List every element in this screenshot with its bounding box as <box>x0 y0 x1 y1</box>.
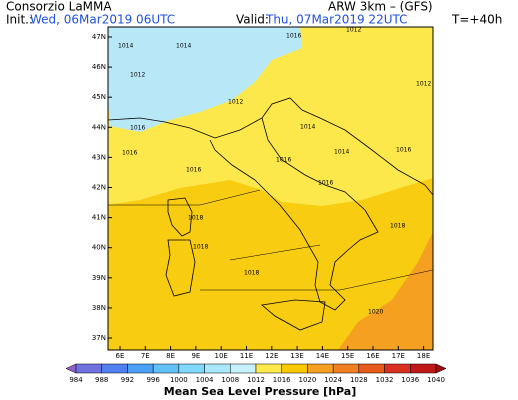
isobar-label: 1018 <box>244 270 259 277</box>
colorbar-tick-label: 1024 <box>324 376 342 384</box>
lat-label: 40N <box>92 244 106 252</box>
colorbar: 984 988 992 996 1000 1004 1008 1012 1016 1020 1024… <box>65 363 447 384</box>
lat-label: 47N <box>92 33 106 41</box>
isobar-label: 1020 <box>368 309 383 316</box>
colorbar-tick-label: 1036 <box>401 376 419 384</box>
init-label: Init.: <box>6 13 33 27</box>
colorbar-segment <box>358 363 385 374</box>
lon-label: 8E <box>166 352 175 360</box>
colorbar-segment <box>178 363 205 374</box>
isobar-label: 1012 <box>130 72 145 79</box>
lon-label: 7E <box>141 352 150 360</box>
lon-label: 12E <box>265 352 278 360</box>
lon-label: 16E <box>366 352 379 360</box>
coastline <box>167 197 193 237</box>
lon-label: 17E <box>392 352 405 360</box>
isobar-label: 1016 <box>286 33 301 40</box>
coastline <box>261 299 326 331</box>
init-time: Wed, 06Mar2019 06UTC <box>30 13 175 27</box>
colorbar-tick-label: 1012 <box>247 376 265 384</box>
coastline <box>165 239 196 297</box>
lat-label: 39N <box>92 274 106 282</box>
isobar-label: 1014 <box>300 124 315 131</box>
colorbar-tick-label: 996 <box>146 376 160 384</box>
lat-label: 45N <box>92 93 106 101</box>
colorbar-tick-label: 1040 <box>427 376 445 384</box>
lat-label: 37N <box>92 334 106 342</box>
colorbar-tick-label: 1008 <box>221 376 239 384</box>
low-pressure-area <box>108 27 302 132</box>
high-pressure-area <box>108 178 433 350</box>
lat-label: 38N <box>92 304 106 312</box>
colorbar-tick-label: 988 <box>95 376 108 384</box>
lon-label: 9E <box>191 352 200 360</box>
colorbar-tick-label: 1000 <box>170 376 188 384</box>
isobar-label: 1016 <box>186 167 201 174</box>
valid-label: Valid: <box>236 13 269 27</box>
valid-time: Thu, 07Mar2019 22UTC <box>265 13 408 27</box>
colorbar-segment <box>307 363 334 374</box>
colorbar-segment <box>230 363 257 374</box>
isobar-label: 1014 <box>118 43 133 50</box>
colorbar-tick-label: 992 <box>121 376 134 384</box>
lon-label: 13E <box>290 352 303 360</box>
colorbar-tick-label: 1004 <box>196 376 214 384</box>
isobar-label: 1014 <box>334 149 349 156</box>
lon-label: 10E <box>215 352 228 360</box>
colorbar-tick-label: 1020 <box>299 376 317 384</box>
colorbar-segment <box>127 363 154 374</box>
colorbar-segment <box>384 363 411 374</box>
lon-label: 15E <box>341 352 354 360</box>
isobar-label: 1018 <box>188 215 203 222</box>
isobar-label: 1012 <box>346 27 361 34</box>
isobar-label: 1016 <box>130 125 145 132</box>
colorbar-segment <box>255 363 282 374</box>
colorbar-end <box>435 363 447 374</box>
lon-label: 6E <box>116 352 125 360</box>
colorbar-segment <box>152 363 180 374</box>
map-axes: 47N 46N 45N 44N 43N 42N 41N 40N 39N 38N 37N 6E 7E 8E 9… <box>92 33 430 360</box>
colorbar-segment <box>281 363 308 374</box>
lon-label: 14E <box>316 352 329 360</box>
colorbar-tick-label: 1032 <box>376 376 394 384</box>
coastline <box>107 97 434 196</box>
isobar-label: 1016 <box>396 147 411 154</box>
isobar-label: 1014 <box>176 43 191 50</box>
isobar-label: 1016 <box>276 157 291 164</box>
lat-label: 42N <box>92 184 106 192</box>
lat-label: 44N <box>92 123 106 131</box>
colorbar-end <box>65 363 77 374</box>
isobar-label: 1012 <box>228 99 243 106</box>
map: 1014 1014 1016 1012 1012 1012 1014 1014 … <box>107 26 434 351</box>
colorbar-segment <box>75 363 102 374</box>
colorbar-tick-label: 1028 <box>350 376 368 384</box>
isobar-labels: 1014 1014 1016 1012 1012 1012 1014 1014 … <box>118 27 431 316</box>
lat-label: 46N <box>92 63 106 71</box>
colorbar-segment <box>101 363 128 374</box>
coastlines <box>107 97 434 331</box>
higher-pressure-area <box>338 232 433 350</box>
colorbar-title: Mean Sea Level Pressure [hPa] <box>164 385 357 398</box>
isobar-label: 1012 <box>416 81 431 88</box>
colorbar-segment <box>204 363 231 374</box>
colorbar-segment <box>332 363 360 374</box>
lat-label: 41N <box>92 214 106 222</box>
isobar <box>108 189 434 291</box>
org-name: Consorzio LaMMA <box>6 0 112 14</box>
isobar-label: 1018 <box>193 244 208 251</box>
colorbar-segment <box>410 363 437 374</box>
isobar-label: 1016 <box>318 180 333 187</box>
lon-label: 11E <box>240 352 253 360</box>
colorbar-tick-label: 984 <box>69 376 83 384</box>
model-name: ARW 3km – (GFS) <box>328 0 433 14</box>
isobar-label: 1018 <box>390 223 405 230</box>
lon-label: 18E <box>417 352 430 360</box>
colorbar-tick-label: 1016 <box>273 376 291 384</box>
map-frame <box>107 26 434 351</box>
lat-label: 43N <box>92 153 106 161</box>
coastline <box>209 117 379 311</box>
lead-time: T=+40h <box>451 13 502 27</box>
isobar-label: 1016 <box>122 150 137 157</box>
